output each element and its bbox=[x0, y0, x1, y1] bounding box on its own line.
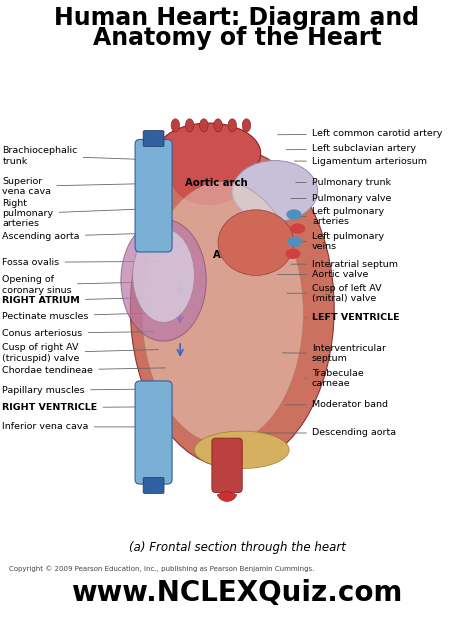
Text: Conus arteriosus: Conus arteriosus bbox=[2, 329, 154, 337]
Text: Left subclavian artery: Left subclavian artery bbox=[286, 144, 416, 153]
Text: Right
pulmonary
arteries: Right pulmonary arteries bbox=[2, 199, 144, 228]
Ellipse shape bbox=[242, 119, 251, 132]
Ellipse shape bbox=[185, 119, 194, 132]
Text: Anatomy of the Heart: Anatomy of the Heart bbox=[93, 26, 381, 50]
Ellipse shape bbox=[121, 219, 206, 341]
FancyBboxPatch shape bbox=[143, 478, 164, 494]
Text: Inferior vena cava: Inferior vena cava bbox=[2, 423, 148, 431]
Text: Fossa ovalis: Fossa ovalis bbox=[2, 258, 161, 267]
Text: LEFT
ATRIUM: LEFT ATRIUM bbox=[213, 239, 256, 260]
Text: Chordae tendineae: Chordae tendineae bbox=[2, 366, 165, 375]
Text: Moderator band: Moderator band bbox=[285, 400, 388, 409]
Text: Human Heart: Diagram and: Human Heart: Diagram and bbox=[55, 6, 419, 30]
Text: Interatrial septum: Interatrial septum bbox=[291, 260, 398, 268]
Text: Descending aorta: Descending aorta bbox=[261, 428, 396, 437]
Ellipse shape bbox=[171, 149, 246, 205]
Text: Left common carotid artery: Left common carotid artery bbox=[278, 130, 442, 138]
Text: Interventricular
septum: Interventricular septum bbox=[283, 344, 386, 363]
FancyBboxPatch shape bbox=[143, 131, 164, 146]
Text: LEFT VENTRICLE: LEFT VENTRICLE bbox=[305, 313, 400, 322]
FancyBboxPatch shape bbox=[212, 438, 242, 492]
Text: Trabeculae
carneae: Trabeculae carneae bbox=[305, 369, 364, 388]
Text: RIGHT VENTRICLE: RIGHT VENTRICLE bbox=[2, 403, 158, 412]
Text: Cusp of right AV
(tricuspid) valve: Cusp of right AV (tricuspid) valve bbox=[2, 343, 158, 363]
Text: Superior
vena cava: Superior vena cava bbox=[2, 176, 148, 196]
Text: Papillary muscles: Papillary muscles bbox=[2, 386, 161, 395]
Text: Pulmonary trunk: Pulmonary trunk bbox=[296, 178, 391, 187]
Ellipse shape bbox=[290, 223, 305, 234]
Ellipse shape bbox=[228, 119, 237, 132]
Text: (a) Frontal section through the heart: (a) Frontal section through the heart bbox=[128, 541, 346, 554]
Ellipse shape bbox=[200, 119, 208, 132]
Ellipse shape bbox=[194, 431, 289, 469]
Ellipse shape bbox=[133, 228, 194, 322]
Ellipse shape bbox=[218, 210, 294, 275]
Text: www.NCLEXQuiz.com: www.NCLEXQuiz.com bbox=[71, 579, 403, 607]
Ellipse shape bbox=[232, 160, 318, 222]
Wedge shape bbox=[217, 491, 237, 502]
Text: Pectinate muscles: Pectinate muscles bbox=[2, 312, 151, 321]
Text: Brachiocephalic
trunk: Brachiocephalic trunk bbox=[2, 146, 158, 165]
Ellipse shape bbox=[285, 249, 301, 259]
Text: Left pulmonary
veins: Left pulmonary veins bbox=[301, 232, 384, 251]
Text: Opening of
coronary sinus: Opening of coronary sinus bbox=[2, 275, 149, 294]
Text: Aortic valve: Aortic valve bbox=[278, 270, 368, 279]
FancyBboxPatch shape bbox=[135, 381, 172, 484]
Text: RIGHT ATRIUM: RIGHT ATRIUM bbox=[2, 296, 149, 305]
Ellipse shape bbox=[286, 209, 301, 220]
Text: Copyright © 2009 Pearson Education, Inc., publishing as Pearson Benjamin Cumming: Copyright © 2009 Pearson Education, Inc.… bbox=[9, 565, 315, 572]
Ellipse shape bbox=[171, 119, 180, 132]
Text: Ascending aorta: Ascending aorta bbox=[2, 232, 148, 241]
Text: Aortic arch: Aortic arch bbox=[185, 178, 247, 188]
Text: Left pulmonary
arteries: Left pulmonary arteries bbox=[301, 207, 384, 226]
Text: Cusp of left AV
(mitral) valve: Cusp of left AV (mitral) valve bbox=[287, 284, 382, 303]
Ellipse shape bbox=[287, 236, 302, 247]
Ellipse shape bbox=[156, 123, 261, 184]
Text: Pulmonary valve: Pulmonary valve bbox=[291, 194, 391, 203]
Ellipse shape bbox=[142, 181, 303, 444]
Ellipse shape bbox=[214, 119, 222, 132]
Ellipse shape bbox=[130, 149, 334, 468]
FancyBboxPatch shape bbox=[135, 139, 172, 252]
Text: Ligamentum arteriosum: Ligamentum arteriosum bbox=[294, 157, 427, 166]
